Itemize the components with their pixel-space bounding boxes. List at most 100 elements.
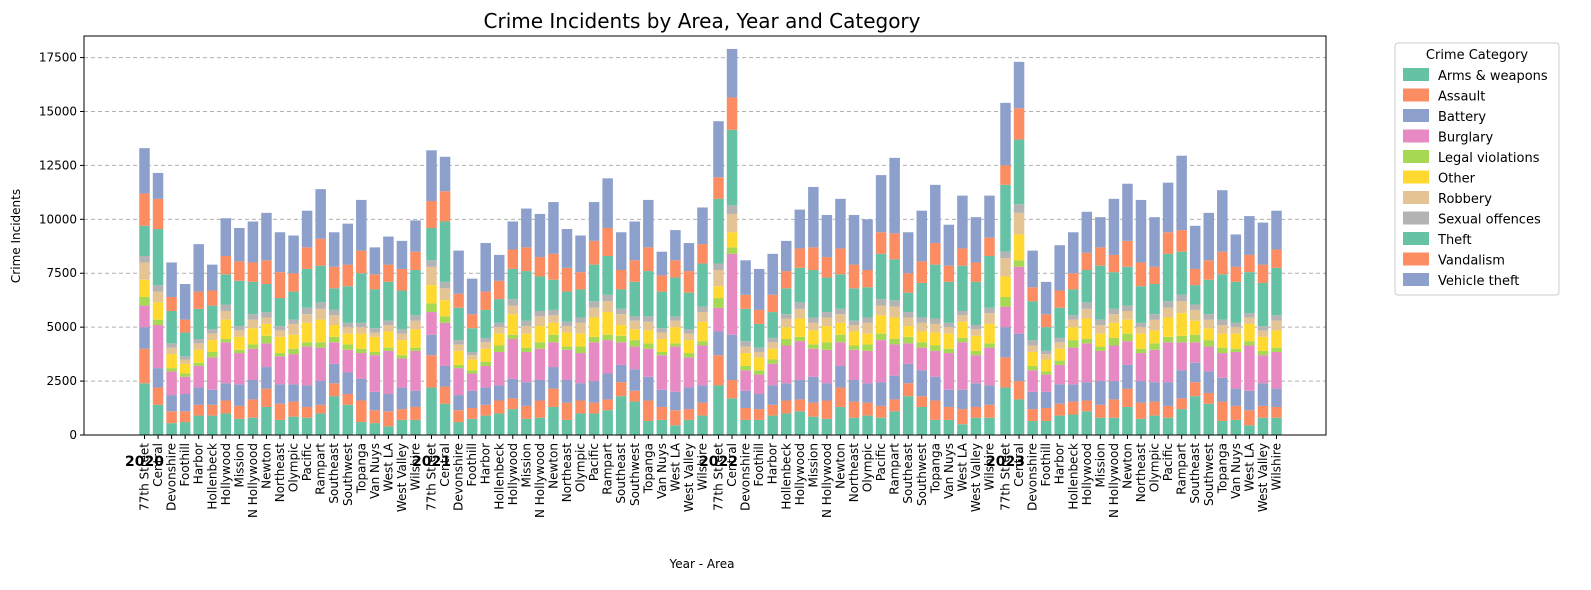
bar-segment (916, 342, 927, 348)
bar-segment (1217, 401, 1228, 421)
bar-segment (848, 417, 860, 435)
bar-segment (889, 317, 900, 340)
bar-segment (902, 317, 914, 327)
x-tick-label: Harbor (479, 443, 493, 484)
bar-segment (602, 373, 613, 400)
bar-segment (494, 400, 505, 414)
bar-segment (835, 322, 846, 335)
bar-segment (139, 305, 150, 328)
y-tick-label: 5000 (46, 320, 77, 334)
x-tick-label: Van Nuys (655, 443, 669, 499)
bar-segment (970, 281, 982, 326)
bar-segment (342, 344, 353, 350)
bar-segment (1149, 217, 1160, 267)
bar-segment (930, 243, 941, 265)
bar-segment (548, 253, 559, 280)
bar-segment (561, 326, 573, 333)
bar-segment (247, 417, 259, 435)
bar-segment (1230, 405, 1242, 420)
bar-stack (139, 148, 150, 435)
bar-segment (683, 353, 695, 358)
bar-segment (383, 347, 394, 351)
bar-segment (1054, 403, 1065, 416)
bar-segment (808, 247, 819, 271)
bar-segment (301, 210, 313, 248)
x-tick-label: Southeast (327, 443, 341, 504)
bar-segment (588, 413, 600, 435)
bar-segment (247, 328, 259, 345)
bar-stack (902, 232, 914, 435)
bar-segment (288, 319, 299, 324)
x-tick-label: Central (725, 443, 739, 487)
bar-segment (902, 312, 914, 318)
bar-stack (1027, 250, 1038, 435)
bar-segment (220, 400, 232, 414)
bar-segment (193, 308, 204, 340)
bar-segment (697, 306, 708, 313)
bar-segment (767, 348, 778, 360)
bar-segment (656, 406, 668, 420)
bar-segment (740, 308, 751, 342)
bar-segment (356, 348, 367, 354)
bar-segment (152, 387, 164, 405)
bar-segment (453, 350, 464, 365)
bar-segment (643, 271, 654, 317)
x-tick-label: Wilshire (409, 443, 423, 491)
bar-segment (439, 221, 451, 282)
bar-segment (781, 327, 792, 340)
bar-segment (1149, 415, 1160, 435)
bar-segment (697, 385, 708, 403)
bar-stack (656, 251, 668, 435)
bar-segment (615, 314, 627, 326)
bar-segment (328, 232, 340, 267)
bar-stack (301, 210, 313, 435)
bar-segment (643, 420, 654, 435)
bar-segment (697, 415, 708, 435)
bar-segment (1176, 155, 1187, 231)
legend-swatch (1403, 150, 1429, 163)
bar-segment (1122, 388, 1133, 407)
bar-segment (166, 343, 177, 348)
bar-segment (740, 353, 751, 366)
year-label: 2021 (412, 454, 451, 470)
bar-stack (740, 260, 751, 435)
bar-segment (1176, 398, 1187, 410)
bar-segment (740, 370, 751, 391)
bar-segment (615, 396, 627, 435)
bar-segment (466, 314, 478, 329)
year-label: 2022 (699, 454, 738, 470)
bar-segment (656, 328, 668, 333)
bar-segment (342, 372, 353, 395)
bar-segment (494, 385, 505, 401)
bar-segment (1244, 317, 1255, 324)
legend-swatch (1403, 211, 1429, 225)
bar-segment (862, 287, 873, 318)
bar-segment (984, 237, 995, 256)
bar-segment (152, 325, 164, 369)
bar-segment (1176, 301, 1187, 314)
bar-stack (602, 178, 613, 435)
bar-segment (139, 348, 150, 384)
bar-segment (1081, 252, 1093, 271)
x-tick-label: Olympic (861, 443, 875, 492)
bar-segment (1135, 353, 1147, 382)
bar-segment (453, 395, 464, 411)
x-tick-label: West LA (381, 442, 395, 491)
bar-stack (274, 232, 286, 435)
bar-segment (1271, 351, 1282, 389)
bar-segment (767, 415, 778, 435)
bar-segment (781, 240, 792, 272)
bar-segment (426, 303, 437, 313)
bar-segment (957, 321, 968, 338)
bar-segment (301, 314, 313, 323)
bar-segment (1271, 388, 1282, 407)
bar-segment (726, 398, 738, 435)
bar-segment (274, 330, 286, 337)
bar-segment (943, 327, 955, 334)
bar-segment (1244, 390, 1255, 411)
bar-segment (916, 261, 927, 283)
bar-segment (794, 318, 806, 337)
bar-stack (410, 220, 421, 435)
bar-segment (439, 300, 451, 317)
bar-segment (207, 404, 218, 416)
